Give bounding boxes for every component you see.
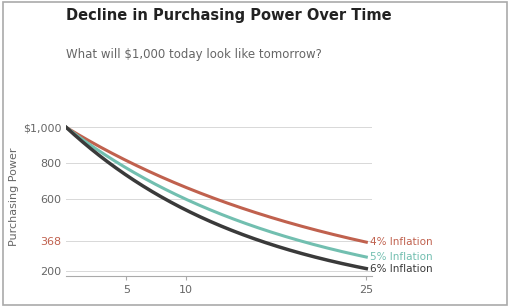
Text: 5% Inflation: 5% Inflation xyxy=(369,252,432,262)
Text: Decline in Purchasing Power Over Time: Decline in Purchasing Power Over Time xyxy=(66,8,391,23)
Y-axis label: Purchasing Power: Purchasing Power xyxy=(9,147,19,246)
Text: What will $1,000 today look like tomorrow?: What will $1,000 today look like tomorro… xyxy=(66,48,322,60)
Text: 4% Inflation: 4% Inflation xyxy=(369,237,432,247)
Text: 6% Inflation: 6% Inflation xyxy=(369,264,432,274)
